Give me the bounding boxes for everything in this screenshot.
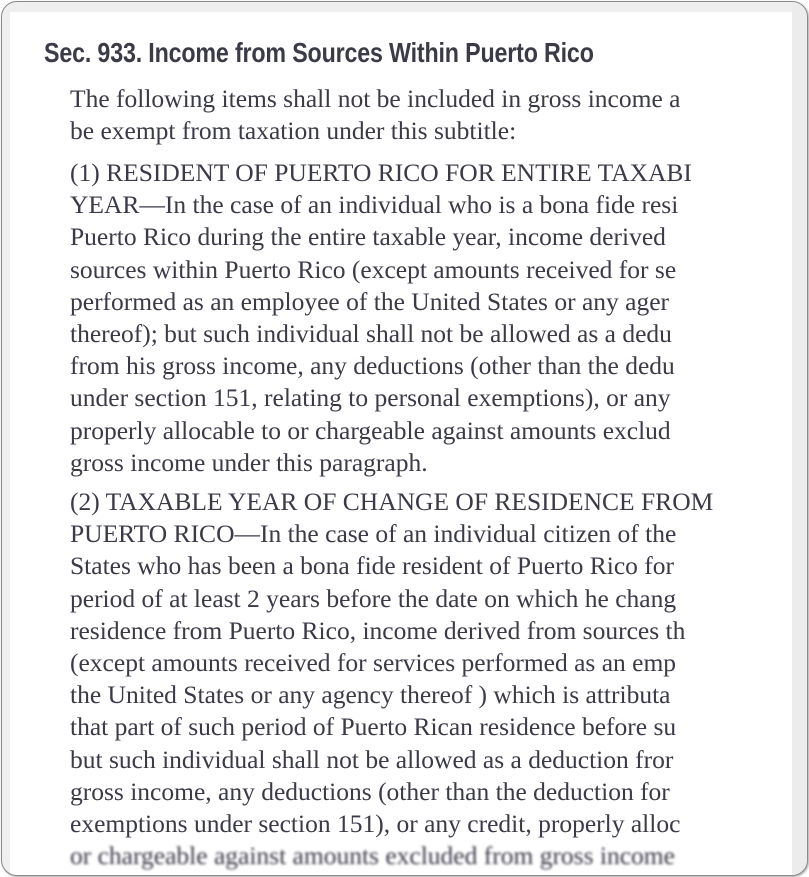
text-line: States who has been a bona fide resident… (70, 551, 675, 581)
text-line: (1) RESIDENT OF PUERTO RICO FOR ENTIRE T… (70, 158, 692, 187)
text-line: Puerto Rico during the entire taxable ye… (70, 222, 666, 252)
text-line: under section 151, relating to personal … (70, 383, 671, 413)
text-line: PUERTO RICO—In the case of an individual… (70, 519, 677, 549)
text-line: be exempt from taxation under this subti… (70, 116, 517, 146)
text-line: from his gross income, any deductions (o… (70, 351, 675, 381)
right-margin-strip (792, 2, 807, 875)
text-line-faded: or chargeable against amounts excluded f… (70, 841, 675, 871)
text-line: residence from Puerto Rico, income deriv… (70, 615, 686, 645)
text-line: (except amounts received for services pe… (70, 648, 677, 678)
text-line: that part of such period of Puerto Rican… (70, 712, 677, 742)
intro-paragraph: The following items shall not be include… (70, 83, 794, 147)
text-line: exemptions under section 151), or any cr… (70, 809, 681, 839)
text-line: the United States or any agency thereof … (70, 680, 671, 710)
text-line: performed as an employee of the United S… (70, 286, 670, 316)
text-line: but such individual shall not be allowed… (70, 744, 674, 774)
text-line: gross income, any deductions (other than… (70, 776, 670, 806)
paragraph-2: (2) TAXABLE YEAR OF CHANGE OF RESIDENCE … (70, 486, 794, 872)
text-line: sources within Puerto Rico (except amoun… (70, 254, 677, 284)
text-line: properly allocable to or chargeable agai… (70, 415, 671, 445)
text-line: YEAR—In the case of an individual who is… (70, 190, 679, 220)
paragraph-1: (1) RESIDENT OF PUERTO RICO FOR ENTIRE T… (70, 157, 794, 479)
section-heading: Sec. 933. Income from Sources Within Pue… (44, 37, 594, 68)
text-line: The following items shall not be include… (70, 84, 681, 113)
text-line: period of at least 2 years before the da… (70, 583, 677, 613)
text-line: (2) TAXABLE YEAR OF CHANGE OF RESIDENCE … (70, 487, 714, 516)
document-page: Sec. 933. Income from Sources Within Pue… (10, 12, 794, 875)
text-line: gross income under this paragraph. (70, 447, 428, 477)
text-line: thereof); but such individual shall not … (70, 319, 672, 349)
